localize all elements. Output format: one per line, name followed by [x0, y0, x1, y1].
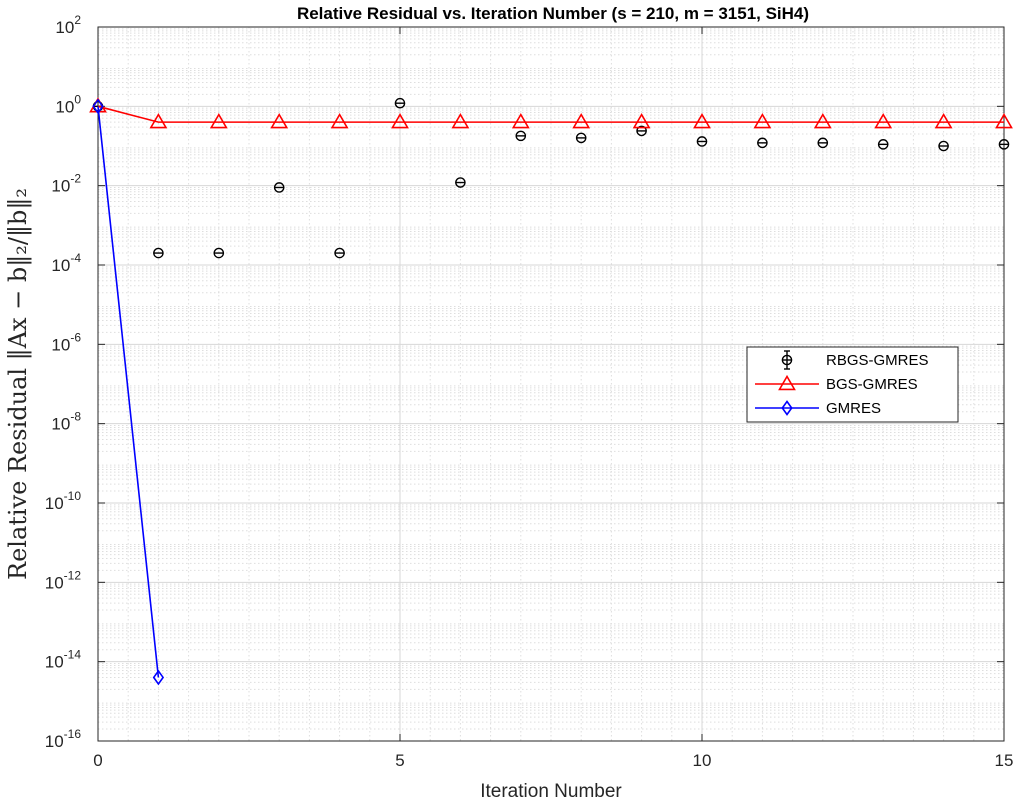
x-tick-label: 5	[395, 751, 404, 770]
data-point-gmres	[152, 669, 165, 686]
data-point-rbgs-gmres	[877, 139, 889, 150]
grid-lines	[97, 26, 1005, 742]
data-point-rbgs-gmres	[817, 137, 829, 149]
legend: RBGS-GMRES BGS-GMRES GMRES	[746, 346, 959, 423]
legend-entry-gmres: GMRES	[755, 400, 881, 417]
x-tick-label: 0	[93, 751, 102, 770]
data-point-bgs-gmres	[451, 113, 470, 129]
data-point-rbgs-gmres	[394, 97, 406, 109]
y-tick-label: 10-12	[45, 568, 82, 592]
axis-ticks: 10210010-210-410-610-810-1010-1210-1410-…	[45, 13, 1014, 770]
legend-entry-bgs-gmres: BGS-GMRES	[755, 374, 918, 393]
y-tick-label: 102	[55, 13, 81, 37]
y-tick-label: 10-16	[45, 727, 82, 751]
data-point-rbgs-gmres	[636, 125, 647, 137]
legend-label: GMRES	[826, 400, 881, 417]
data-point-bgs-gmres	[209, 113, 228, 129]
data-point-bgs-gmres	[511, 113, 530, 129]
x-tick-label: 15	[995, 751, 1014, 770]
data-point-rbgs-gmres	[273, 182, 285, 193]
data-point-gmres	[92, 98, 104, 115]
data-point-bgs-gmres	[149, 113, 168, 129]
series-rbgs-gmres	[92, 97, 1010, 259]
data-point-rbgs-gmres	[455, 177, 466, 188]
data-series	[89, 97, 1013, 686]
data-point-rbgs-gmres	[696, 136, 708, 147]
series-gmres	[92, 98, 165, 686]
x-axis-label: Iteration Number	[480, 781, 622, 801]
legend-label: BGS-GMRES	[826, 376, 918, 393]
x-tick-label: 10	[693, 751, 712, 770]
data-point-rbgs-gmres	[998, 139, 1010, 150]
legend-marker	[778, 374, 796, 391]
legend-label: RBGS-GMRES	[826, 352, 929, 369]
data-point-bgs-gmres	[632, 113, 651, 129]
y-tick-label: 10-4	[51, 251, 81, 275]
legend-marker	[781, 400, 793, 416]
data-point-bgs-gmres	[995, 113, 1013, 129]
y-tick-label: 10-10	[45, 489, 82, 513]
data-point-rbgs-gmres	[153, 247, 164, 259]
series-line-gmres	[97, 106, 160, 678]
data-point-rbgs-gmres	[575, 132, 587, 144]
data-point-bgs-gmres	[934, 113, 953, 129]
series-bgs-gmres	[89, 97, 1013, 129]
y-tick-label: 10-8	[51, 410, 81, 434]
data-point-rbgs-gmres	[213, 247, 225, 259]
data-point-bgs-gmres	[753, 113, 772, 129]
y-tick-label: 10-2	[51, 172, 81, 196]
y-tick-label: 100	[55, 92, 81, 116]
y-axis-label: Relative Residual ‖Ax − b‖₂/‖b‖₂	[4, 188, 33, 580]
data-point-rbgs-gmres	[515, 130, 527, 142]
data-point-bgs-gmres	[391, 113, 409, 129]
y-tick-label: 10-6	[51, 330, 81, 354]
legend-marker	[781, 354, 793, 366]
chart-title: Relative Residual vs. Iteration Number (…	[297, 4, 809, 23]
data-point-bgs-gmres	[270, 113, 289, 129]
data-point-rbgs-gmres	[334, 247, 345, 259]
data-point-bgs-gmres	[874, 113, 893, 129]
data-point-bgs-gmres	[330, 113, 349, 129]
y-tick-label: 10-14	[45, 648, 82, 672]
plot-area-frame	[97, 26, 1005, 742]
legend-entry-rbgs-gmres: RBGS-GMRES	[781, 350, 929, 370]
data-point-bgs-gmres	[572, 113, 591, 129]
data-point-rbgs-gmres	[757, 137, 768, 149]
series-line-bgs-gmres	[97, 105, 1004, 123]
data-point-rbgs-gmres	[938, 140, 949, 152]
data-point-bgs-gmres	[693, 113, 711, 129]
data-point-bgs-gmres	[813, 113, 832, 129]
